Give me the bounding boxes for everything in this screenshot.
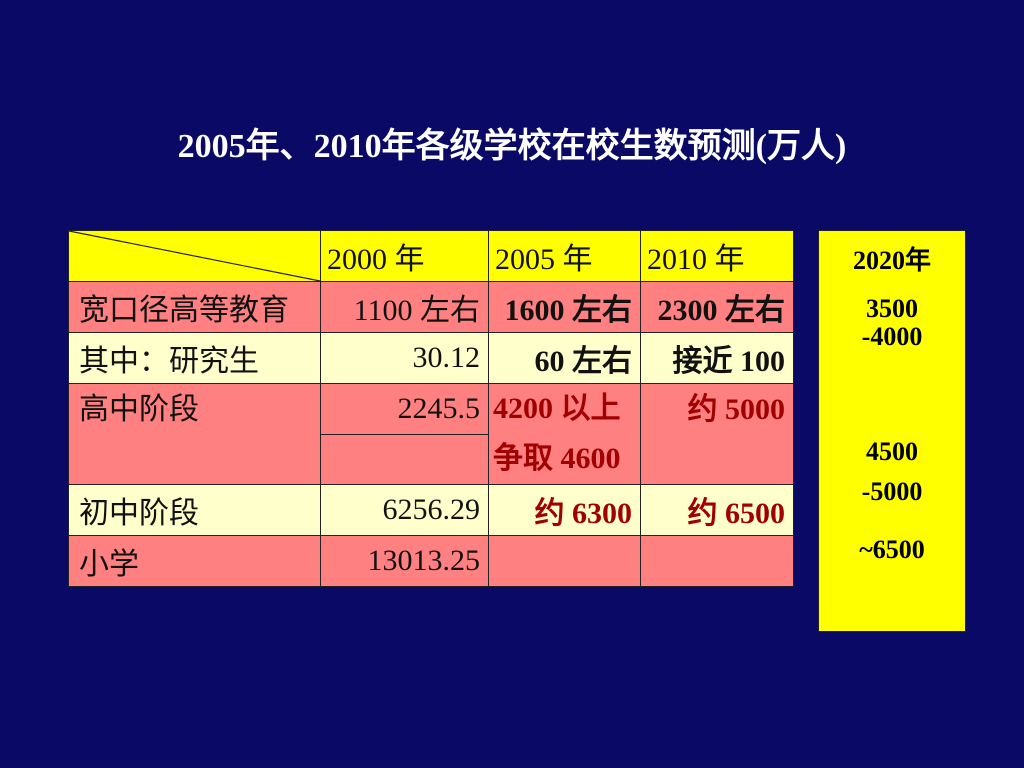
cell-2005 bbox=[488, 535, 641, 587]
table-row: 高中阶段 2245.5 4200 以上 争取 4600 约 5000 bbox=[68, 383, 794, 485]
high-school-2020-line2: -5000 bbox=[861, 477, 923, 506]
cell-2005-line1: 4200 以上 bbox=[493, 392, 621, 425]
cell-2000: 30.12 bbox=[320, 332, 489, 384]
panel-header: 2020年 bbox=[852, 246, 931, 275]
higher-ed-2020-line2: -4000 bbox=[861, 322, 923, 351]
slide-title: 2005年、2010年各级学校在校生数预测(万人) bbox=[177, 128, 847, 165]
row-label: 其中：研究生 bbox=[68, 332, 321, 384]
cell-2000-value: 2245.5 bbox=[321, 385, 488, 435]
header-2010: 2010 年 bbox=[640, 230, 794, 282]
cell-2000: 2245.5 bbox=[320, 383, 489, 485]
table-row: 其中：研究生 30.12 60 左右 接近 100 bbox=[68, 332, 794, 384]
header-2005: 2005 年 bbox=[488, 230, 641, 282]
table-row: 宽口径高等教育 1100 左右 1600 左右 2300 左右 bbox=[68, 281, 794, 333]
header-2000: 2000 年 bbox=[320, 230, 489, 282]
middle-school-2020: ~6500 bbox=[859, 535, 925, 564]
table-header-row: 2000 年 2005 年 2010 年 bbox=[68, 230, 794, 282]
cell-2010: 约 5000 bbox=[640, 383, 794, 485]
row-label: 宽口径高等教育 bbox=[68, 281, 321, 333]
cell-2010: 接近 100 bbox=[640, 332, 794, 384]
cell-2000: 1100 左右 bbox=[320, 281, 489, 333]
cell-2010: 约 6500 bbox=[640, 484, 794, 536]
cell-2005: 4200 以上 争取 4600 bbox=[488, 383, 641, 485]
cell-2005-line2: 争取 4600 bbox=[493, 442, 621, 475]
table-row: 初中阶段 6256.29 约 6300 约 6500 bbox=[68, 484, 794, 536]
row-label: 初中阶段 bbox=[68, 484, 321, 536]
cell-2005: 60 左右 bbox=[488, 332, 641, 384]
cell-2005: 约 6300 bbox=[488, 484, 641, 536]
cell-2010: 2300 左右 bbox=[640, 281, 794, 333]
table-row: 小学 13013.25 bbox=[68, 535, 794, 587]
cell-2000: 13013.25 bbox=[320, 535, 489, 587]
forecast-2020-panel: 2020年 3500 -4000 4500 -5000 ~6500 bbox=[818, 230, 966, 632]
cell-2000: 6256.29 bbox=[320, 484, 489, 536]
forecast-table: 2000 年 2005 年 2010 年 宽口径高等教育 1100 左右 160… bbox=[68, 230, 794, 587]
cell-2005: 1600 左右 bbox=[488, 281, 641, 333]
row-label: 高中阶段 bbox=[68, 383, 321, 485]
diagonal-line bbox=[69, 231, 320, 281]
row-label: 小学 bbox=[68, 535, 321, 587]
high-school-2020-line1: 4500 bbox=[866, 437, 918, 466]
diagonal-header-cell bbox=[68, 230, 321, 282]
higher-ed-2020-line1: 3500 bbox=[866, 294, 918, 323]
cell-2010 bbox=[640, 535, 794, 587]
